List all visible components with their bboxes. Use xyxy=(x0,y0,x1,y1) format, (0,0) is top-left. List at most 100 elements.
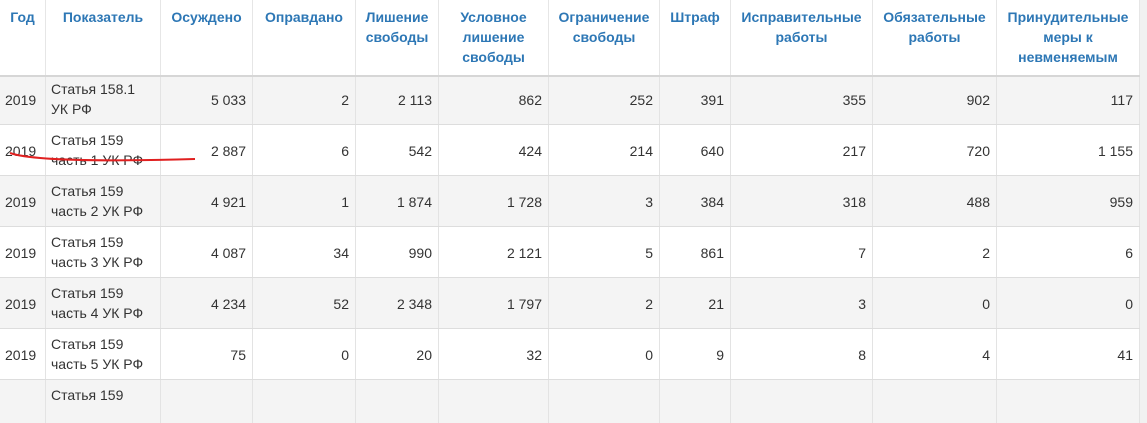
value-cell-text: 0 xyxy=(645,347,653,363)
value-cell: 1 797 xyxy=(439,278,549,328)
column-header[interactable]: Ограничение свободы xyxy=(549,0,660,75)
table-row: 2019 Статья 159 часть 3 УК РФ 4 087 34 990 2 … xyxy=(0,227,1140,278)
value-cell: 902 xyxy=(873,74,997,124)
value-cell-text: 542 xyxy=(408,143,432,159)
value-cell-text: 21 xyxy=(708,296,724,312)
vertical-scrollbar[interactable] xyxy=(1140,0,1147,423)
column-header[interactable]: Лишение свободы xyxy=(356,0,439,75)
column-header[interactable]: Принудительные меры к невменяемым xyxy=(997,0,1140,75)
value-cell: 214 xyxy=(549,125,660,175)
value-cell: 640 xyxy=(660,125,731,175)
indicator-cell: Статья 159 часть 4 УК РФ xyxy=(46,278,161,328)
year-cell-text: 2019 xyxy=(5,194,37,210)
column-header[interactable]: Условное лишение свободы xyxy=(439,0,549,75)
value-cell: 3 xyxy=(549,176,660,226)
value-cell-text: 52 xyxy=(333,296,349,312)
year-cell-text: 2019 xyxy=(5,92,37,108)
year-cell-text: 2019 xyxy=(5,245,37,261)
value-cell: 1 874 xyxy=(356,176,439,226)
column-header[interactable]: Показатель xyxy=(46,0,161,75)
value-cell-text: 4 087 xyxy=(210,245,246,261)
column-header[interactable]: Штраф xyxy=(660,0,731,75)
value-cell: 4 xyxy=(873,329,997,379)
column-header[interactable]: Оправдано xyxy=(253,0,356,75)
value-cell: 252 xyxy=(549,74,660,124)
year-cell-text: 2019 xyxy=(5,296,37,312)
table-row: 2019 Статья 159 часть 4 УК РФ 4 234 52 2 348… xyxy=(0,278,1140,329)
value-cell: 75 xyxy=(161,329,253,379)
value-cell-text: 2 xyxy=(341,92,349,108)
value-cell-text: 355 xyxy=(842,92,866,108)
value-cell-text: 9 xyxy=(716,347,724,363)
value-cell: 1 728 xyxy=(439,176,549,226)
value-cell xyxy=(660,380,731,423)
year-cell: 2019 xyxy=(0,74,46,124)
table-row: 2019 Статья 159 часть 5 УК РФ 75 0 20 32 0 9 8 4 4… xyxy=(0,329,1140,380)
table-row: Статья 159 xyxy=(0,380,1140,423)
table-header: Год Показатель Осуждено Оправдано Лишение св… xyxy=(0,0,1140,77)
value-cell-text: 7 xyxy=(858,245,866,261)
column-header[interactable]: Осуждено xyxy=(161,0,253,75)
table-row: 2019 Статья 158.1 УК РФ 5 033 2 2 113 862 252 3… xyxy=(0,74,1140,125)
value-cell: 34 xyxy=(253,227,356,277)
value-cell-text: 2 xyxy=(982,245,990,261)
value-cell-text: 2 887 xyxy=(210,143,246,159)
value-cell-text: 384 xyxy=(700,194,724,210)
column-header[interactable]: Исправительные работы xyxy=(731,0,873,75)
indicator-cell: Статья 159 xyxy=(46,380,161,423)
value-cell: 424 xyxy=(439,125,549,175)
table-row: 2019 Статья 159 часть 1 УК РФ 2 887 6 542 424… xyxy=(0,125,1140,176)
column-header[interactable]: Год xyxy=(0,0,46,75)
indicator-cell-text: Статья 159 часть 2 УК РФ xyxy=(51,183,144,219)
value-cell: 5 xyxy=(549,227,660,277)
value-cell-text: 902 xyxy=(966,92,990,108)
value-cell: 720 xyxy=(873,125,997,175)
value-cell xyxy=(161,380,253,423)
value-cell: 32 xyxy=(439,329,549,379)
value-cell-text: 488 xyxy=(966,194,990,210)
value-cell-text: 32 xyxy=(526,347,542,363)
year-cell: 2019 xyxy=(0,125,46,175)
indicator-cell-text: Статья 159 часть 3 УК РФ xyxy=(51,234,144,270)
value-cell-text: 20 xyxy=(416,347,432,363)
value-cell-text: 4 921 xyxy=(210,194,246,210)
value-cell-text: 2 xyxy=(645,296,653,312)
value-cell: 2 xyxy=(253,74,356,124)
value-cell: 117 xyxy=(997,74,1140,124)
value-cell: 8 xyxy=(731,329,873,379)
value-cell: 6 xyxy=(997,227,1140,277)
value-cell-text: 1 874 xyxy=(396,194,432,210)
value-cell: 2 113 xyxy=(356,74,439,124)
value-cell-text: 34 xyxy=(333,245,349,261)
value-cell: 959 xyxy=(997,176,1140,226)
value-cell: 488 xyxy=(873,176,997,226)
value-cell-text: 4 234 xyxy=(210,296,246,312)
value-cell: 2 348 xyxy=(356,278,439,328)
value-cell-text: 5 xyxy=(645,245,653,261)
value-cell: 217 xyxy=(731,125,873,175)
value-cell-text: 1 728 xyxy=(506,194,542,210)
value-cell-text: 1 xyxy=(341,194,349,210)
value-cell: 52 xyxy=(253,278,356,328)
value-cell-text: 2 348 xyxy=(396,296,432,312)
value-cell-text: 861 xyxy=(700,245,724,261)
year-cell: 2019 xyxy=(0,227,46,277)
value-cell: 2 xyxy=(549,278,660,328)
indicator-cell: Статья 159 часть 5 УК РФ xyxy=(46,329,161,379)
year-cell-text: 2019 xyxy=(5,143,37,159)
column-header[interactable]: Обязательные работы xyxy=(873,0,997,75)
value-cell: 990 xyxy=(356,227,439,277)
value-cell: 2 xyxy=(873,227,997,277)
value-cell-text: 959 xyxy=(1109,194,1133,210)
year-cell: 2019 xyxy=(0,278,46,328)
value-cell-text: 3 xyxy=(858,296,866,312)
value-cell-text: 720 xyxy=(966,143,990,159)
indicator-cell-text: Статья 159 часть 4 УК РФ xyxy=(51,285,144,321)
value-cell: 20 xyxy=(356,329,439,379)
value-cell: 861 xyxy=(660,227,731,277)
value-cell: 3 xyxy=(731,278,873,328)
value-cell: 6 xyxy=(253,125,356,175)
value-cell: 4 087 xyxy=(161,227,253,277)
value-cell xyxy=(253,380,356,423)
